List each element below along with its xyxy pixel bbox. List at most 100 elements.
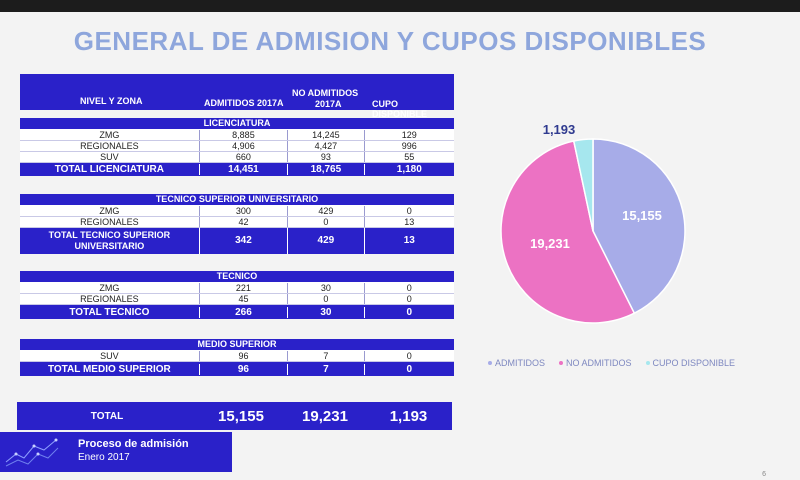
total-cupo: 0 [363, 306, 454, 318]
legend-label: NO ADMITIDOS [566, 358, 632, 368]
total-admitidos: 14,451 [198, 164, 287, 175]
tecnico-block: TECNICO ZMG 221 30 0 REGIONALES 45 0 0 T… [20, 271, 454, 319]
zona-cell: SUV [100, 351, 119, 361]
licenciatura-block: LICENCIATURA ZMG 8,885 14,245 129 REGION… [20, 118, 454, 176]
admitidos-cell: 300 [198, 206, 287, 216]
zona-cell: REGIONALES [80, 294, 139, 304]
table-row: SUV 96 7 0 [20, 351, 454, 362]
grand-total-no-admitidos: 19,231 [302, 407, 348, 425]
total-cupo: 1,180 [363, 164, 454, 175]
zona-cell: REGIONALES [80, 217, 139, 227]
footer-title: Proceso de admisión [78, 438, 189, 450]
total-admitidos: 96 [198, 363, 287, 375]
medio-superior-block: MEDIO SUPERIOR SUV 96 7 0 TOTAL MEDIO SU… [20, 339, 454, 376]
pie-data-label: 19,231 [530, 236, 570, 251]
total-row: TOTAL TECNICO SUPERIOR UNIVERSITARIO 342… [20, 228, 454, 254]
cupo-cell: 13 [363, 217, 454, 227]
admitidos-cell: 221 [198, 283, 287, 293]
total-label: TOTAL MEDIO SUPERIOR [47, 363, 171, 375]
total-no-admitidos: 30 [287, 306, 363, 318]
legend-swatch [645, 361, 650, 365]
total-label-line1: TOTAL TECNICO SUPERIOR [48, 230, 171, 240]
no-admitidos-cell: 0 [287, 217, 363, 227]
zona-cell: ZMG [99, 130, 120, 140]
total-no-admitidos: 7 [287, 363, 363, 375]
zona-cell: ZMG [99, 283, 120, 293]
table-row: ZMG 300 429 0 [20, 206, 454, 217]
page-number: 6 [762, 471, 766, 478]
admitidos-cell: 660 [198, 152, 287, 162]
total-label: TOTAL TECNICO [69, 306, 150, 318]
total-row: TOTAL TECNICO 266 30 0 [20, 305, 454, 319]
total-label: TOTAL TECNICO SUPERIOR UNIVERSITARIO [20, 230, 199, 252]
cupo-cell: 996 [363, 141, 454, 151]
cupo-cell: 0 [363, 206, 454, 216]
pie-chart: 15,155 19,231 1,193 [500, 122, 686, 324]
header-cupo: CUPO DISPONIBLE [372, 99, 428, 119]
footer-banner: Proceso de admisión Enero 2017 [0, 432, 232, 472]
table-header: NIVEL Y ZONA ADMITIDOS 2017A NO ADMITIDO… [20, 74, 454, 119]
header-no-admitidos: NO ADMITIDOS [292, 88, 359, 98]
cupo-cell: 129 [363, 130, 454, 140]
no-admitidos-cell: 14,245 [287, 130, 363, 140]
pie-slice-admitidos [592, 138, 686, 315]
header-no-admitidos-year: 2017A [315, 99, 342, 109]
slide-title: GENERAL DE ADMISION Y CUPOS DISPONIBLES [73, 26, 707, 56]
legend-label: CUPO DISPONIBLE [652, 358, 736, 368]
table-row: REGIONALES 42 0 13 [20, 217, 454, 228]
chart-legend: ADMITIDOS NO ADMITIDOS CUPO DISPONIBLE [488, 358, 735, 368]
no-admitidos-cell: 4,427 [287, 141, 363, 151]
table-row: REGIONALES 4,906 4,427 996 [20, 141, 454, 152]
medio-superior-title: MEDIO SUPERIOR [20, 339, 454, 351]
cupo-cell: 55 [363, 152, 454, 162]
total-no-admitidos: 429 [287, 228, 363, 254]
total-label-line2: UNIVERSITARIO [74, 241, 145, 251]
no-admitidos-cell: 0 [287, 294, 363, 304]
grand-total-row: TOTAL 15,155 19,231 1,193 [17, 402, 452, 430]
total-row: TOTAL LICENCIATURA 14,451 18,765 1,180 [20, 163, 454, 176]
tsu-title: TECNICO SUPERIOR UNIVERSITARIO [20, 194, 454, 206]
pie-data-label: 1,193 [543, 122, 576, 137]
total-admitidos: 342 [198, 228, 287, 254]
cupo-cell: 0 [363, 351, 454, 361]
footer-date: Enero 2017 [78, 452, 130, 463]
total-cupo: 13 [363, 228, 454, 254]
table-row: SUV 660 93 55 [20, 152, 454, 163]
grand-total-label: TOTAL [90, 410, 124, 422]
admitidos-cell: 42 [198, 217, 287, 227]
total-no-admitidos: 18,765 [287, 164, 363, 175]
cupo-cell: 0 [363, 294, 454, 304]
legend-swatch [488, 361, 492, 365]
header-nivel: NIVEL Y ZONA [80, 96, 143, 106]
legend-swatch [559, 361, 564, 365]
table-row: ZMG 221 30 0 [20, 283, 454, 294]
line-graph-icon [5, 438, 59, 467]
pie-slice-no-admitidos [500, 140, 636, 324]
pie-slice-cupo-disponible [572, 138, 594, 232]
licenciatura-title: LICENCIATURA [20, 118, 454, 130]
legend-item: CUPO DISPONIBLE [645, 358, 736, 368]
legend-item: ADMITIDOS [488, 358, 545, 368]
admitidos-cell: 96 [198, 351, 287, 361]
grand-total-admitidos: 15,155 [218, 407, 264, 425]
admitidos-cell: 4,906 [198, 141, 287, 151]
table-row: REGIONALES 45 0 0 [20, 294, 454, 305]
total-cupo: 0 [363, 363, 454, 375]
no-admitidos-cell: 7 [287, 351, 363, 361]
no-admitidos-cell: 429 [287, 206, 363, 216]
tsu-block: TECNICO SUPERIOR UNIVERSITARIO ZMG 300 4… [20, 194, 454, 254]
no-admitidos-cell: 30 [287, 283, 363, 293]
table-row: ZMG 8,885 14,245 129 [20, 130, 454, 141]
tecnico-title: TECNICO [20, 271, 454, 283]
slide: GENERAL DE ADMISION Y CUPOS DISPONIBLES … [0, 12, 800, 480]
pie-data-label: 15,155 [622, 208, 662, 223]
legend-label: ADMITIDOS [495, 358, 546, 368]
zona-cell: ZMG [99, 206, 120, 216]
zona-cell: SUV [100, 152, 119, 162]
cupo-cell: 0 [363, 283, 454, 293]
legend-item: NO ADMITIDOS [559, 358, 632, 368]
total-label: TOTAL LICENCIATURA [54, 164, 164, 175]
header-admitidos: ADMITIDOS 2017A [204, 98, 284, 108]
no-admitidos-cell: 93 [287, 152, 363, 162]
total-row: TOTAL MEDIO SUPERIOR 96 7 0 [20, 362, 454, 376]
